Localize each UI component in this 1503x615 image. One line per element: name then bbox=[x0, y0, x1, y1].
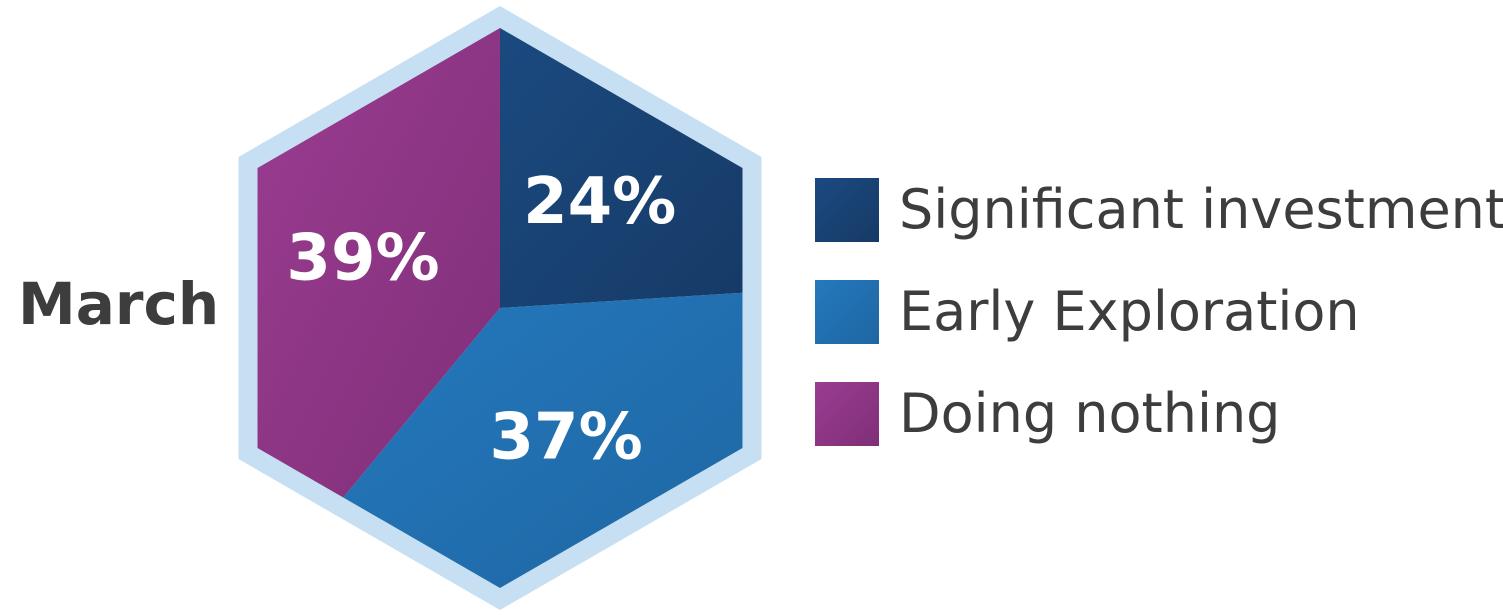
slice-label: 24% bbox=[523, 165, 676, 239]
legend-label: Doing nothing bbox=[899, 382, 1281, 445]
legend-label: Early Exploration bbox=[899, 280, 1360, 343]
slices-group bbox=[257, 28, 743, 588]
legend: Significant investment Early Exploration… bbox=[815, 178, 1503, 484]
legend-swatch bbox=[815, 280, 879, 344]
legend-item-doing-nothing[interactable]: Doing nothing bbox=[815, 382, 1503, 446]
pie-slice[interactable] bbox=[257, 28, 500, 498]
slice-label: 39% bbox=[286, 222, 439, 296]
row-label: March bbox=[18, 270, 220, 338]
legend-swatch bbox=[815, 178, 879, 242]
pie-slice[interactable] bbox=[500, 28, 743, 308]
slice-labels-group: 24% 37% 39% bbox=[286, 165, 676, 475]
slice-label: 37% bbox=[490, 401, 643, 475]
legend-swatch bbox=[815, 382, 879, 446]
legend-label: Significant investment bbox=[899, 178, 1503, 241]
pie-slice[interactable] bbox=[343, 292, 743, 588]
legend-item-significant-investment[interactable]: Significant investment bbox=[815, 178, 1503, 242]
legend-item-early-exploration[interactable]: Early Exploration bbox=[815, 280, 1503, 344]
